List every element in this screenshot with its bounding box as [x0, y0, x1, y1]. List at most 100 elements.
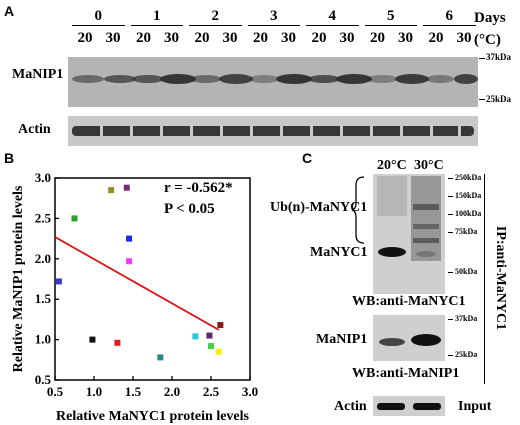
ip-marker-label: 100kDa	[455, 209, 482, 218]
marker-25kda: 25kDa	[486, 94, 512, 104]
manip1-ip-bands	[379, 334, 441, 346]
x-axis-label: Relative MaNYC1 protein levels	[56, 409, 250, 424]
manip1-ip-label: MaNIP1	[316, 332, 368, 347]
temperature-label: 20	[253, 30, 268, 46]
temperature-label: 20	[370, 30, 385, 46]
day-label: 1	[130, 8, 183, 26]
y-tick-label: 2.0	[35, 251, 51, 266]
panel-a-letter: A	[4, 3, 15, 19]
y-tick-label: 1.5	[35, 291, 52, 306]
data-point	[71, 215, 78, 222]
ub-bracket	[351, 176, 365, 244]
manyc1-label: MaNYC1	[310, 245, 368, 260]
ub-manyc1-label: Ub(n)-MaNYC1	[270, 200, 368, 215]
data-point	[55, 278, 62, 285]
input-actin-bands	[377, 403, 441, 410]
temperature-label: 20	[428, 30, 444, 46]
temperature-label: 30	[105, 30, 121, 46]
temperature-label: 20	[194, 30, 210, 46]
manip1-marker-label: 37kDa	[455, 314, 478, 323]
data-point	[157, 354, 164, 361]
x-tick-label: 2.0	[164, 384, 180, 399]
data-point	[89, 336, 96, 343]
panel-b-letter: B	[4, 150, 15, 166]
manip1-row-label: MaNIP1	[12, 67, 64, 82]
temperature-label: 30	[456, 30, 472, 46]
input-actin-label: Actin	[334, 399, 367, 414]
wb-anti-manyc1: WB:anti-MaNYC1	[352, 294, 466, 309]
manip1-blot-markers: 37kDa 25kDa	[448, 314, 488, 361]
ip-marker-tick	[448, 272, 453, 273]
manyc1-ip-bands	[377, 176, 441, 261]
day-label: 5	[364, 8, 417, 26]
lane-20c: 20°C	[377, 158, 407, 173]
temperature-label: 20	[136, 30, 151, 46]
manip1-marker-tick	[448, 355, 453, 356]
data-point	[192, 333, 199, 340]
wb-anti-manip1: WB:anti-MaNIP1	[352, 366, 460, 381]
data-point	[208, 343, 214, 350]
day-label: 4	[306, 8, 359, 26]
ip-marker-label: 150kDa	[455, 191, 482, 200]
x-tick-label: 1.0	[86, 384, 102, 399]
temperature-label: 20	[311, 30, 327, 46]
panel-c-letter: C	[302, 150, 313, 166]
data-point	[126, 235, 133, 242]
scatter-plot: 0.5 1.0 1.5 2.0 2.5 3.0 0.5 1.0 1.5 2.0 2.5 3.0 Rela…	[11, 170, 258, 424]
manip1-marker-tick	[448, 319, 453, 320]
x-tick-label: 0.5	[47, 384, 64, 399]
correlation-p: P < 0.05	[164, 201, 215, 217]
x-tick-label: 2.5	[203, 384, 220, 399]
day-label: 6	[423, 8, 476, 26]
temperature-label: 30	[339, 30, 355, 46]
marker-tick-37	[479, 58, 485, 59]
correlation-r: r = -0.562*	[164, 180, 233, 196]
actin-blot	[68, 116, 478, 146]
data-point	[108, 187, 115, 194]
day-label: 3	[247, 8, 300, 26]
ip-marker-label: 50kDa	[455, 267, 478, 276]
actin-bands	[72, 125, 474, 137]
manip1-blot	[68, 57, 478, 107]
actin-row-label: Actin	[18, 122, 51, 137]
ip-marker-tick	[448, 232, 453, 233]
ip-marker-tick	[448, 196, 453, 197]
manyc1-ip-blot	[373, 174, 445, 294]
temperature-label: 30	[222, 30, 238, 46]
manip1-marker-label: 25kDa	[455, 350, 478, 359]
ip-blot-markers: 250kDa 150kDa 100kDa 75kDa 50kDa	[448, 173, 488, 294]
days-label: Days	[474, 10, 506, 26]
y-tick-label: 1.0	[35, 332, 51, 347]
ip-marker-label: 250kDa	[455, 173, 482, 182]
temp-unit-label: (°C)	[474, 32, 501, 48]
x-tick-label: 3.0	[242, 384, 258, 399]
temperature-label: 30	[398, 30, 413, 46]
ip-marker-label: 75kDa	[455, 227, 478, 236]
temperature-labels: 20 30 20 30 20 30 20 30 20 30 20 30 20 30	[70, 30, 485, 48]
input-actin-blot	[373, 396, 445, 416]
marker-37kda: 37kDa	[486, 52, 512, 62]
data-point	[217, 322, 224, 329]
ip-marker-tick	[448, 178, 453, 179]
regression-line	[54, 236, 220, 331]
temperature-label: 30	[281, 30, 296, 46]
marker-tick-25	[479, 99, 485, 100]
data-point	[123, 184, 130, 191]
manip1-bands	[72, 74, 478, 84]
y-axis-label: Relative MaNIP1 protein levels	[11, 185, 26, 372]
temperature-label: 30	[164, 30, 179, 46]
day-label: 2	[189, 8, 242, 26]
input-label: Input	[458, 399, 492, 414]
data-point	[126, 258, 133, 265]
ip-anti-manyc1: IP:anti-MaNYC1	[493, 225, 508, 331]
plot-frame	[54, 177, 251, 381]
day-label: 0	[72, 8, 125, 26]
data-point	[215, 348, 222, 355]
lane-30c: 30°C	[414, 158, 444, 173]
temperature-label: 20	[77, 30, 93, 46]
y-tick-label: 2.5	[35, 210, 52, 225]
x-tick-label: 1.5	[125, 384, 142, 399]
ip-marker-tick	[448, 214, 453, 215]
